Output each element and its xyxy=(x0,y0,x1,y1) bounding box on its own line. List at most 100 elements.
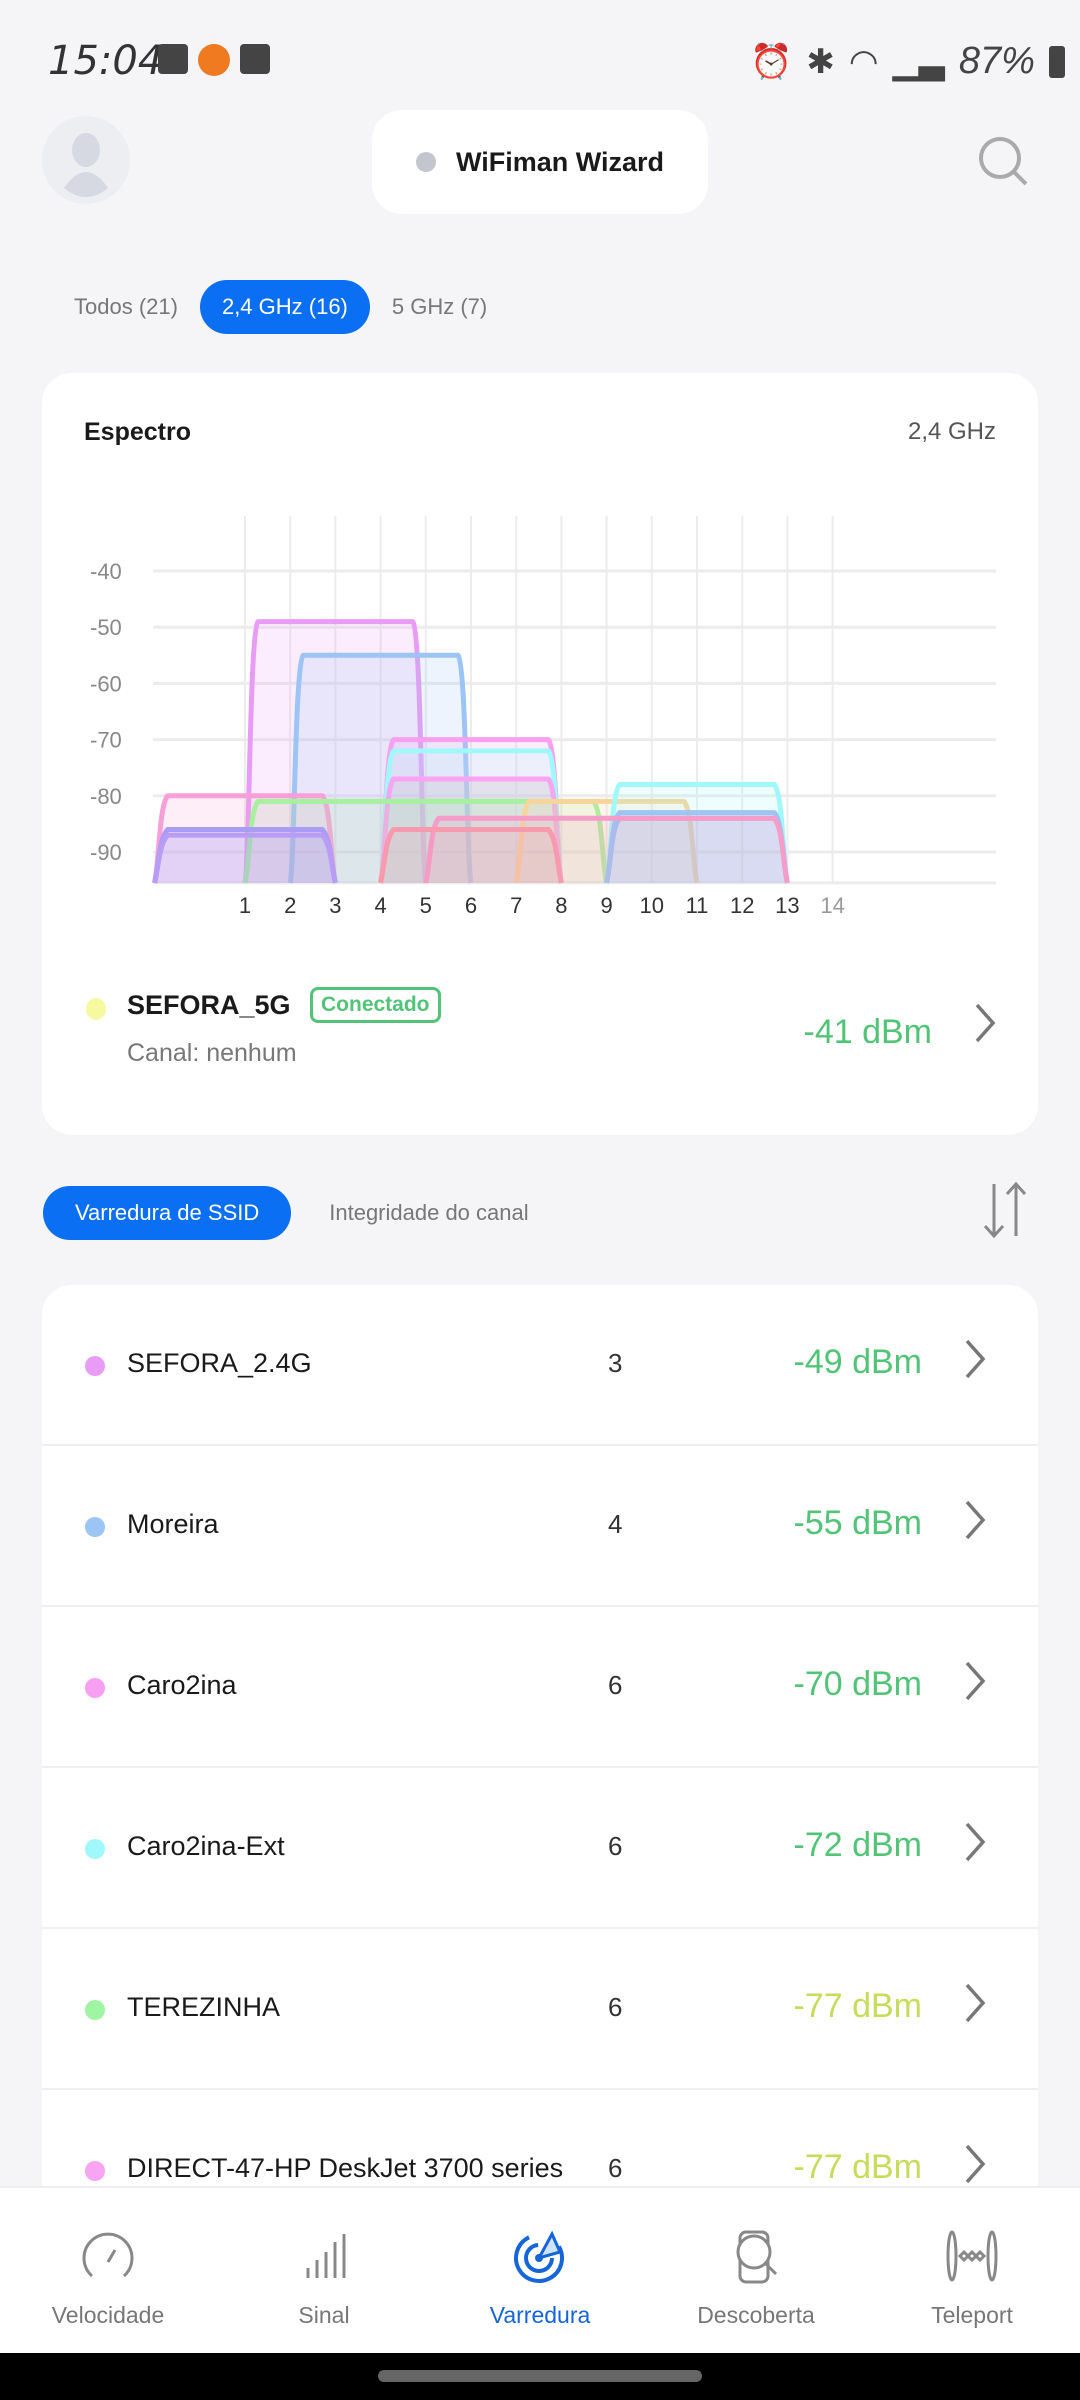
network-details-button[interactable] xyxy=(962,1981,988,2030)
network-ssid: Caro2ina xyxy=(127,1670,237,1700)
spectrum-line xyxy=(152,832,338,884)
network-details-button[interactable] xyxy=(962,1820,988,1869)
signal-bars-icon xyxy=(306,2234,346,2278)
network-row[interactable]: DIRECT-47-HP DeskJet 3700 series 6 -77 d… xyxy=(42,2090,1038,2245)
spectrum-title: Espectro xyxy=(84,418,191,446)
nav-teleport[interactable]: Teleport xyxy=(864,2188,1080,2353)
wizard-button[interactable]: WiFiman Wizard xyxy=(372,110,708,214)
chevron-right-icon xyxy=(965,1500,986,1540)
network-signal: -77 dBm xyxy=(793,2148,923,2186)
x-tick-label: 11 xyxy=(686,893,709,918)
tab-2-4ghz[interactable]: 2,4 GHz (16) xyxy=(199,280,370,334)
x-tick-label: 3 xyxy=(329,893,341,918)
segment-channel-health[interactable]: Integridade do canal xyxy=(329,1200,529,1225)
nav-discovery[interactable]: Descoberta xyxy=(648,2188,864,2353)
network-color-dot xyxy=(85,1839,105,1859)
spectrum-area xyxy=(606,784,788,883)
network-ssid: TEREZINHA xyxy=(127,1992,281,2022)
spectrum-area xyxy=(380,829,562,883)
voicemail-icon xyxy=(240,44,270,74)
notification-icons xyxy=(158,44,270,76)
nav-signal[interactable]: Sinal xyxy=(216,2188,432,2353)
x-tick-label: 10 xyxy=(640,893,664,918)
network-row[interactable]: Moreira 4 -55 dBm xyxy=(42,1446,1038,1607)
x-tick-label: 8 xyxy=(555,893,567,918)
network-row[interactable]: Caro2ina-Ext 6 -72 dBm xyxy=(42,1768,1038,1929)
network-signal: -55 dBm xyxy=(793,1504,923,1542)
sort-button[interactable] xyxy=(982,1180,1028,1245)
network-color-dot xyxy=(85,2161,105,2181)
gallery-icon xyxy=(158,44,188,74)
nav-teleport-label: Teleport xyxy=(931,2302,1013,2328)
network-signal: -70 dBm xyxy=(793,1665,923,1703)
spectrum-line xyxy=(423,815,790,884)
network-signal: -77 dBm xyxy=(793,1987,923,2025)
device-search-icon xyxy=(736,2230,778,2284)
network-channel: 6 xyxy=(608,1831,623,1861)
status-dot xyxy=(415,152,436,172)
x-tick-label: 1 xyxy=(239,893,251,918)
spectrum-area xyxy=(425,818,788,883)
user-icon xyxy=(64,133,108,197)
chevron-right-icon xyxy=(965,1661,986,1701)
y-tick-label: -60 xyxy=(90,671,122,696)
connected-badge: Conectado xyxy=(310,987,441,1023)
search-icon xyxy=(979,137,1028,186)
nav-scan[interactable]: Varredura xyxy=(432,2188,648,2353)
y-tick-label: -80 xyxy=(90,784,122,809)
battery-icon xyxy=(1048,45,1065,78)
y-tick-label: -70 xyxy=(90,728,122,753)
signal-icon: ▁▃ xyxy=(892,42,945,81)
system-icons: ⏰ ✱ ◠ ▁▃ 87% xyxy=(750,40,1065,83)
home-handle[interactable] xyxy=(378,2370,702,2382)
connected-channel: Canal: nenhum xyxy=(127,1039,297,1067)
x-tick-label: 9 xyxy=(600,893,612,918)
spectrum-line xyxy=(378,827,564,884)
network-row[interactable]: Caro2ina 6 -70 dBm xyxy=(42,1607,1038,1768)
network-details-button[interactable] xyxy=(962,1337,988,1386)
network-color-dot xyxy=(85,1678,105,1698)
network-color-dot xyxy=(85,1356,105,1376)
y-tick-label: -40 xyxy=(90,559,122,584)
bluetooth-icon: ✱ xyxy=(806,42,835,81)
chevron-right-icon xyxy=(965,1339,986,1379)
chevron-right-icon xyxy=(965,1983,986,2023)
spectrum-area xyxy=(516,801,697,883)
network-channel: 4 xyxy=(608,1509,623,1539)
search-button[interactable] xyxy=(976,134,1032,195)
network-row[interactable]: TEREZINHA 6 -77 dBm xyxy=(42,1929,1038,2090)
spectrum-area xyxy=(154,829,336,883)
status-time: 15:04 xyxy=(48,38,164,84)
network-signal: -49 dBm xyxy=(793,1343,923,1381)
network-details-button[interactable] xyxy=(962,2142,988,2191)
x-tick-label: 5 xyxy=(420,893,432,918)
tab-5ghz[interactable]: 5 GHz (7) xyxy=(391,294,488,319)
battery-text: 87% xyxy=(958,40,1035,82)
network-ssid: Moreira xyxy=(127,1509,219,1539)
network-row[interactable]: SEFORA_2.4G 3 -49 dBm xyxy=(42,1285,1038,1446)
spectrum-card: Espectro 2,4 GHz -40 -50 -60 -70 -80 -90 1 2 3 4 5… xyxy=(42,373,1038,1135)
connected-details-button[interactable] xyxy=(972,1001,998,1050)
nav-speed[interactable]: Velocidade xyxy=(0,2188,216,2353)
avatar[interactable] xyxy=(42,116,130,204)
segment-ssid-scan[interactable]: Varredura de SSID xyxy=(43,1186,292,1240)
tab-all[interactable]: Todos (21) xyxy=(74,294,178,319)
spectrum-area xyxy=(245,801,607,883)
chevron-right-icon xyxy=(965,2144,986,2184)
network-color-dot xyxy=(85,2000,105,2020)
nav-signal-label: Sinal xyxy=(298,2302,350,2328)
x-tick-label: 6 xyxy=(465,893,477,918)
nav-speed-label: Velocidade xyxy=(51,2302,165,2328)
network-channel: 6 xyxy=(608,2153,623,2183)
network-ssid: Caro2ina-Ext xyxy=(127,1831,285,1861)
radar-icon xyxy=(514,2230,564,2283)
network-list: SEFORA_2.4G 3 -49 dBm Moreira 4 -55 dBm … xyxy=(42,1285,1038,2245)
teleport-icon xyxy=(946,2230,998,2282)
network-details-button[interactable] xyxy=(962,1498,988,1547)
x-tick-label: 14 xyxy=(820,893,844,918)
x-tick-label: 4 xyxy=(374,893,386,918)
network-ssid: SEFORA_2.4G xyxy=(127,1348,312,1378)
network-details-button[interactable] xyxy=(962,1659,988,1708)
app-icon xyxy=(198,44,230,76)
network-channel: 6 xyxy=(608,1992,623,2022)
